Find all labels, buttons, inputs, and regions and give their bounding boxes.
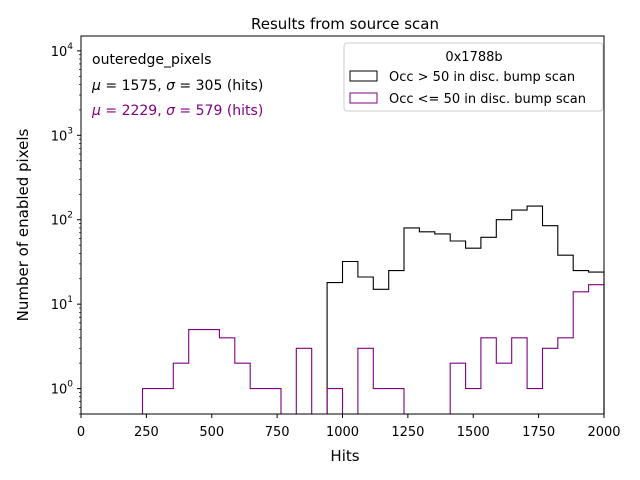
histogram-series-occ-low: [141, 284, 605, 415]
x-tick-label: 750: [265, 425, 290, 440]
legend-label-occ-low: Occ <= 50 in disc. bump scan: [389, 92, 586, 107]
legend-label-occ-high: Occ > 50 in disc. bump scan: [389, 70, 575, 85]
x-tick-label: 2000: [587, 425, 620, 440]
y-tick-label: 104: [51, 42, 74, 60]
histogram-series-occ-high: [326, 205, 605, 414]
chart-title: Results from source scan: [251, 15, 439, 33]
legend-title: 0x1788b: [445, 50, 502, 65]
y-tick-label: 101: [51, 295, 73, 313]
x-tick-label: 1750: [522, 425, 555, 440]
legend-box: [343, 42, 604, 112]
y-tick-label: 102: [51, 211, 73, 229]
annotation-stats-occ-low: μ = 2229, σ = 579 (hits): [91, 103, 263, 119]
legend-swatch-occ-low: [349, 92, 378, 104]
legend: 0x1788b Occ > 50 in disc. bump scan Occ …: [343, 42, 604, 112]
x-tick-label: 1000: [326, 425, 359, 440]
y-axis-ticks: 100 101 102 103 104: [51, 42, 81, 415]
annotation-stats-occ-high: μ = 1575, σ = 305 (hits): [91, 78, 263, 94]
legend-swatch-occ-high: [349, 70, 378, 82]
y-tick-label: 103: [51, 126, 73, 144]
x-axis-label: Hits: [330, 447, 359, 465]
x-tick-label: 500: [199, 425, 224, 440]
x-tick-label: 0: [77, 425, 85, 440]
x-tick-label: 1500: [457, 425, 490, 440]
x-tick-label: 1250: [391, 425, 424, 440]
y-tick-label: 100: [51, 380, 74, 398]
annotation-dataset-name: outeredge_pixels: [92, 52, 211, 68]
x-axis-ticks: 0 250 500 750 1000 1250 1500 1750 2000: [77, 414, 621, 440]
x-tick-label: 250: [134, 425, 159, 440]
series-layer: [141, 205, 605, 415]
y-axis-label: Number of enabled pixels: [14, 128, 32, 321]
